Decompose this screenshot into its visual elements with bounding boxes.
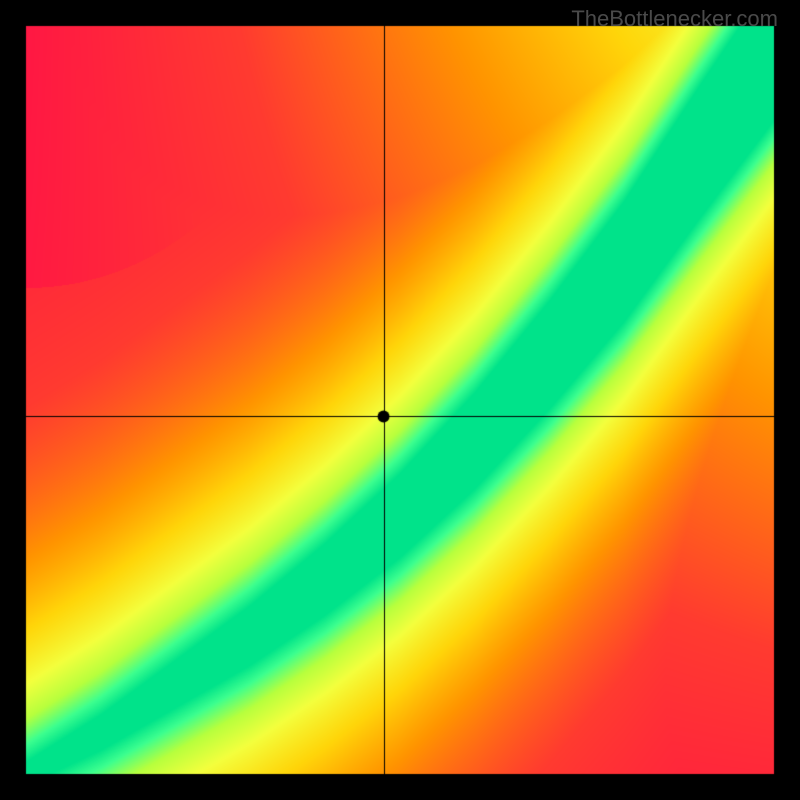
chart-container: TheBottlenecker.com xyxy=(0,0,800,800)
watermark-text: TheBottlenecker.com xyxy=(571,6,778,32)
bottleneck-heatmap xyxy=(0,0,800,800)
